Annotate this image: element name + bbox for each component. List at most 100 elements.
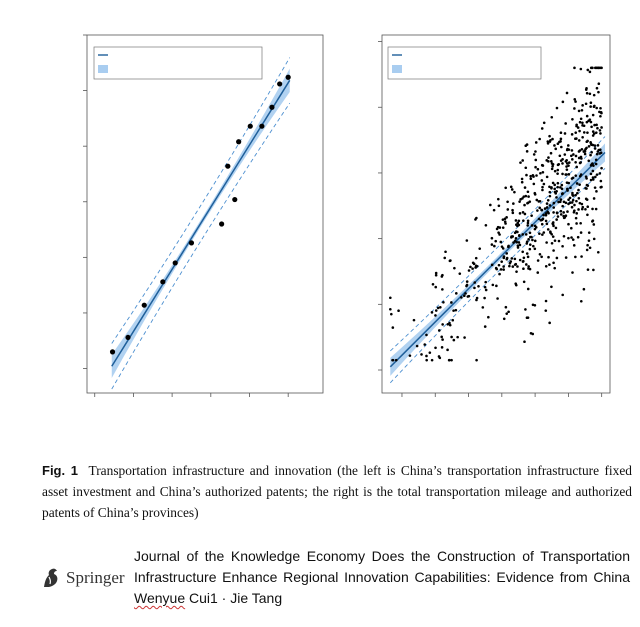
data-point [529, 235, 532, 239]
data-point [545, 202, 549, 205]
data-point [552, 261, 555, 265]
data-point [555, 106, 559, 110]
data-point [579, 221, 582, 225]
data-point [517, 219, 521, 223]
data-point [525, 143, 529, 146]
data-point [475, 264, 479, 268]
data-point [586, 268, 590, 271]
data-point [531, 332, 535, 336]
data-point [589, 164, 593, 167]
data-point [490, 236, 494, 240]
data-point [553, 183, 556, 187]
data-point [570, 236, 573, 239]
data-point [506, 200, 509, 204]
data-point [598, 66, 602, 70]
data-point [578, 120, 582, 124]
data-point [584, 207, 587, 211]
data-point [561, 100, 565, 104]
data-point [523, 203, 526, 207]
data-point [534, 141, 538, 144]
data-point [497, 204, 501, 208]
data-point [561, 204, 564, 208]
data-point [570, 201, 574, 204]
data-point [546, 198, 550, 202]
data-point [591, 130, 595, 133]
data-point [483, 296, 486, 300]
data-point [571, 198, 575, 202]
data-point [548, 190, 552, 194]
data-point [502, 265, 505, 268]
data-point [555, 218, 558, 221]
data-point [510, 235, 513, 238]
data-point [550, 115, 554, 119]
data-point [579, 67, 583, 71]
legend-box [93, 46, 263, 80]
data-point [518, 258, 522, 262]
data-point [559, 137, 563, 141]
data-point [596, 126, 599, 130]
data-point [526, 201, 529, 205]
data-point [412, 318, 416, 322]
data-point [518, 233, 521, 237]
data-point [259, 123, 265, 129]
data-point [594, 131, 598, 134]
data-point [562, 211, 565, 214]
data-point [558, 154, 562, 158]
data-point [533, 303, 537, 307]
data-point [530, 214, 533, 217]
data-point [535, 198, 539, 202]
data-point [478, 247, 482, 250]
data-point [497, 263, 501, 267]
data-point [463, 336, 466, 339]
data-point [569, 226, 573, 230]
data-point [415, 344, 419, 348]
data-point [577, 188, 580, 192]
data-point [540, 179, 544, 182]
data-point [542, 213, 545, 217]
data-point [408, 354, 412, 357]
data-point [585, 187, 588, 190]
data-point [591, 207, 594, 211]
data-point [547, 255, 550, 259]
data-point [475, 298, 478, 302]
data-point [599, 106, 602, 110]
data-point [541, 170, 545, 174]
data-point [465, 283, 469, 287]
data-point [543, 207, 547, 210]
data-point [588, 118, 592, 121]
data-point [548, 204, 552, 207]
data-point [589, 153, 592, 157]
data-point [514, 237, 518, 240]
data-point [550, 167, 554, 171]
data-point [441, 288, 444, 291]
data-point [587, 159, 591, 163]
data-point [567, 161, 571, 164]
data-point [575, 222, 578, 225]
data-point [545, 241, 548, 244]
data-point [574, 100, 577, 103]
data-point [595, 152, 599, 156]
data-point [547, 211, 550, 215]
data-point [521, 233, 524, 236]
data-point [553, 190, 557, 194]
data-point [592, 197, 596, 200]
data-point [520, 180, 524, 184]
data-point [471, 267, 474, 270]
data-point [553, 169, 557, 173]
data-point [525, 252, 529, 255]
data-point [541, 233, 544, 236]
data-point [533, 247, 537, 251]
data-point [591, 219, 595, 222]
data-point [591, 134, 595, 137]
data-point [389, 307, 392, 311]
data-point [542, 121, 546, 125]
data-point [581, 104, 584, 107]
data-point [585, 140, 589, 144]
data-point [541, 185, 544, 189]
plot-area [109, 57, 291, 390]
data-point [571, 271, 574, 274]
data-point [454, 292, 458, 295]
data-point [577, 196, 581, 200]
data-point [516, 246, 520, 249]
data-point [550, 160, 553, 163]
